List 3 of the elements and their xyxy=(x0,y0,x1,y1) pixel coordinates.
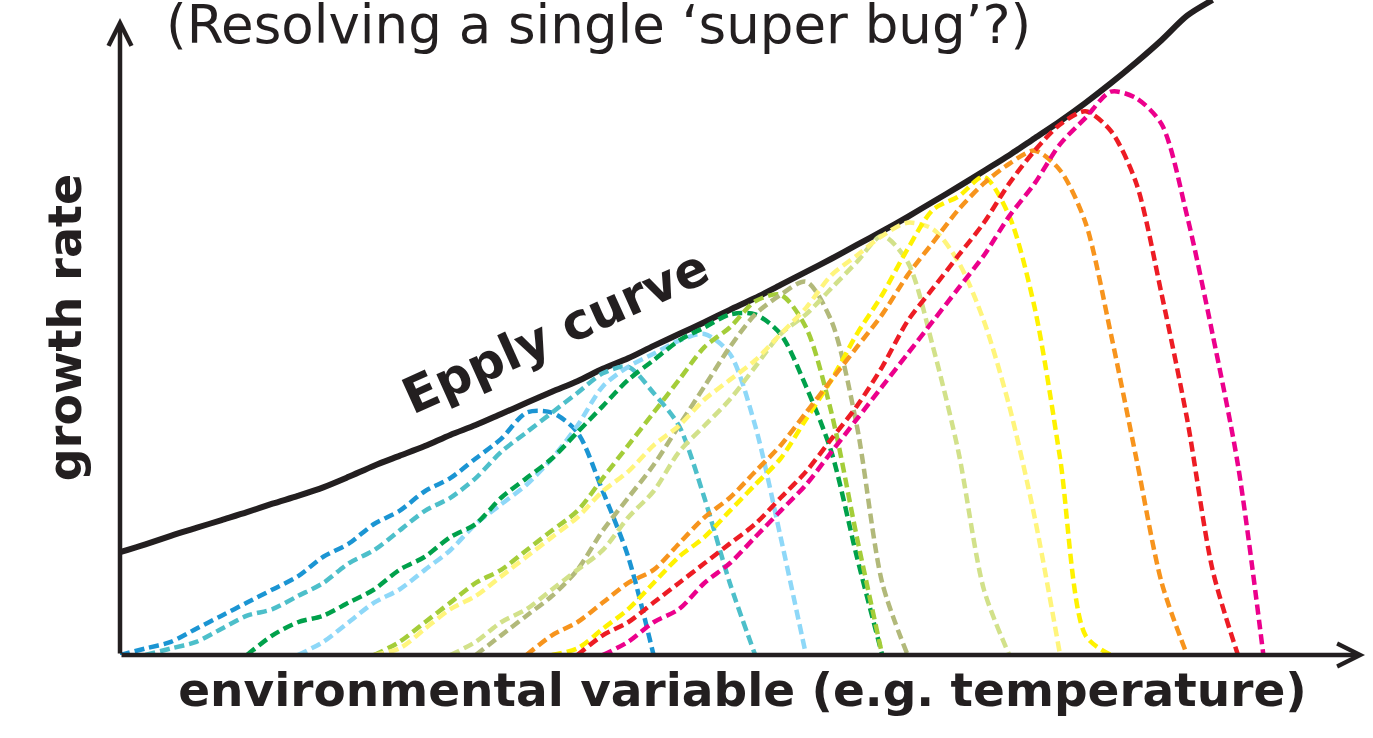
y-axis-title: growth rate xyxy=(38,173,93,482)
x-axis-title: environmental variable (e.g. temperature) xyxy=(178,662,1307,718)
chart-title: (Resolving a single ‘super bug’?) xyxy=(166,0,1032,56)
